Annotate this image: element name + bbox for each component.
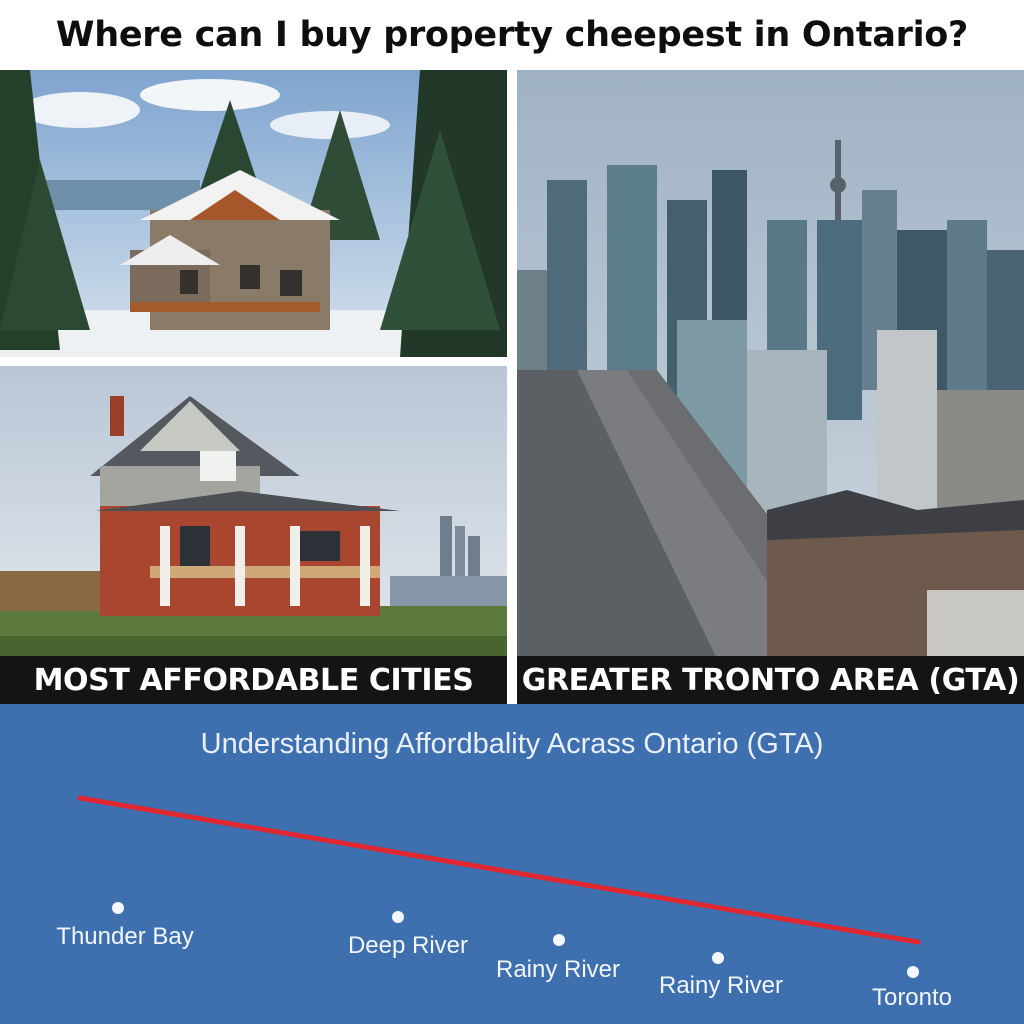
brick-house-photo xyxy=(0,366,507,656)
panel-title: Understanding Affordbality Acrass Ontari… xyxy=(200,728,824,760)
point-label-deep-river: Deep River xyxy=(347,932,469,959)
point-label-rainy-river-1: Rainy River xyxy=(495,956,621,983)
page-title: Where can I buy property cheepest in Ont… xyxy=(55,15,969,55)
point-marker-toronto xyxy=(907,966,919,978)
caption-most-affordable-cities: MOST AFFORDABLE CITIES xyxy=(0,656,507,704)
divider-horizontal xyxy=(0,357,507,366)
snowy-cabin-photo xyxy=(0,70,507,357)
point-marker-rainy-river-2 xyxy=(712,952,724,964)
point-marker-deep-river xyxy=(392,911,404,923)
point-label-rainy-river-2: Rainy River xyxy=(658,972,784,999)
point-label-thunder-bay: Thunder Bay xyxy=(56,923,194,950)
point-marker-rainy-river-1 xyxy=(553,934,565,946)
trend-graphic xyxy=(77,795,921,978)
trend-line xyxy=(77,795,921,945)
point-marker-thunder-bay xyxy=(112,902,124,914)
point-label-toronto: Toronto xyxy=(871,984,953,1011)
divider-vertical xyxy=(507,70,517,704)
caption-greater-toronto-area: GREATER TRONTO AREA (GTA) xyxy=(517,656,1024,704)
city-skyline-photo xyxy=(517,70,1024,658)
title-bar: Where can I buy property cheepest in Ont… xyxy=(0,0,1024,70)
affordability-panel: Understanding Affordbality Acrass Ontari… xyxy=(0,704,1024,1024)
